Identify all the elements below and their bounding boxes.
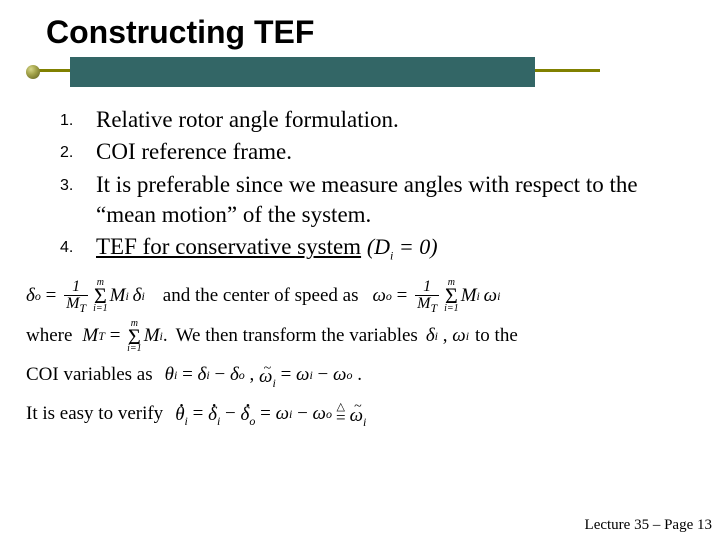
equation: MT = mΣi=1 Mi.: [82, 320, 167, 354]
list-item: 1. Relative rotor angle formulation.: [60, 105, 702, 135]
list-item: 3. It is preferable since we measure ang…: [60, 170, 702, 231]
slide-footer: Lecture 35 – Page 13: [585, 517, 712, 534]
body-text-fragment: It is easy to verify: [26, 398, 163, 430]
list-text: COI reference frame.: [96, 137, 702, 167]
equation-line: where MT = mΣi=1 Mi. We then transform t…: [26, 320, 706, 354]
body-text: δo = 1MT mΣi=1 Mi δi and the center of s…: [26, 279, 706, 430]
body-text-fragment: where: [26, 320, 72, 352]
equation: •θi = •δi − •δo = ωi − ωo △= ~ωi: [175, 398, 366, 430]
title-divider: [0, 57, 720, 87]
list-number: 4.: [60, 232, 96, 264]
equation-line: It is easy to verify •θi = •δi − •δo = ω…: [26, 398, 706, 430]
equation: δi , ωi: [426, 320, 469, 352]
equation-line: COI variables as θi = δi − δo , ~ωi = ωi…: [26, 359, 706, 391]
list-text: It is preferable since we measure angles…: [96, 170, 702, 231]
list-item: 2. COI reference frame.: [60, 137, 702, 167]
body-text-fragment: to the: [475, 320, 518, 352]
equation-line: δo = 1MT mΣi=1 Mi δi and the center of s…: [26, 279, 706, 314]
list-item: 4. TEF for conservative system (Di = 0): [60, 232, 702, 264]
equation: θi = δi − δo , ~ωi = ωi − ωo .: [165, 359, 362, 391]
equation: δo = 1MT mΣi=1 Mi δi: [26, 279, 145, 314]
bullet-icon: [26, 65, 40, 79]
body-text-fragment: We then transform the variables: [176, 320, 418, 352]
list-text: Relative rotor angle formulation.: [96, 105, 702, 135]
slide-title: Constructing TEF: [46, 14, 720, 51]
equation: ωo = 1MT mΣi=1 Mi ωi: [373, 279, 501, 314]
numbered-list: 1. Relative rotor angle formulation. 2. …: [60, 105, 702, 265]
list-number: 3.: [60, 170, 96, 231]
body-text-fragment: COI variables as: [26, 359, 153, 391]
list-text: TEF for conservative system (Di = 0): [96, 232, 702, 264]
list-number: 2.: [60, 137, 96, 167]
list-number: 1.: [60, 105, 96, 135]
body-text-fragment: and the center of speed as: [163, 280, 359, 312]
